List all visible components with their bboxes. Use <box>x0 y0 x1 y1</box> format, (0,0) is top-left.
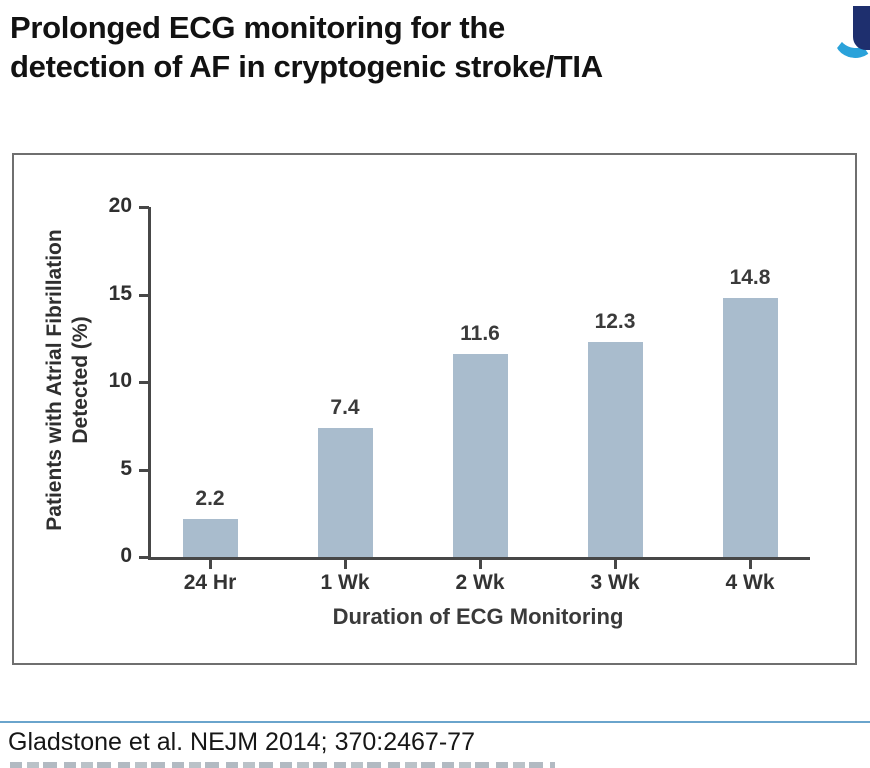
logo-bar-icon <box>853 6 870 50</box>
y-axis-line <box>148 207 151 560</box>
logo-mark <box>822 0 870 80</box>
bar <box>317 427 373 557</box>
bar-value-label: 7.4 <box>330 395 360 419</box>
y-tick-mark <box>139 381 149 384</box>
bar <box>182 518 238 557</box>
bar <box>722 298 778 557</box>
x-tick-mark <box>343 560 347 569</box>
citation-text: Gladstone et al. NEJM 2014; 370:2467-77 <box>8 728 475 756</box>
bar-value-label: 11.6 <box>460 322 500 345</box>
x-tick-mark <box>208 560 212 569</box>
x-tick-label: 4 Wk <box>725 571 775 594</box>
bar-value-label: 2.2 <box>195 486 225 510</box>
y-tick-label: 15 <box>108 281 132 305</box>
y-axis-label-line-1: Patients with Atrial Fibrillation <box>43 229 66 531</box>
x-tick-label: 1 Wk <box>320 571 370 594</box>
y-tick-mark <box>139 556 149 559</box>
page-title: Prolonged ECG monitoring for the detecti… <box>10 8 730 86</box>
x-tick-mark <box>748 560 752 569</box>
x-tick-mark <box>613 560 617 569</box>
x-axis-title: Duration of ECG Monitoring <box>332 604 624 629</box>
y-tick-label: 5 <box>120 456 132 480</box>
bar-value-label: 14.8 <box>729 266 771 289</box>
clipped-text-remnant <box>10 762 555 768</box>
x-tick-label: 3 Wk <box>590 571 640 594</box>
chart-figure: Patients with Atrial Fibrillation Detect… <box>12 153 857 665</box>
y-tick-mark <box>139 206 149 209</box>
x-tick-mark <box>478 560 482 569</box>
footer-divider <box>0 721 870 723</box>
y-tick-label: 0 <box>120 544 132 567</box>
y-tick-mark <box>139 293 149 297</box>
page-title-line-1: Prolonged ECG monitoring for the <box>10 10 505 45</box>
y-tick-label: 20 <box>108 194 132 217</box>
plot-area: 2.2 7.4 11.6 12.3 14.8 <box>148 207 808 557</box>
chart-plot-container: Patients with Atrial Fibrillation Detect… <box>14 155 855 663</box>
x-axis-line <box>148 557 810 560</box>
y-tick-label: 10 <box>108 369 132 392</box>
bar <box>452 354 508 557</box>
page-title-line-2: detection of AF in cryptogenic stroke/TI… <box>10 49 603 84</box>
bar <box>587 341 643 557</box>
x-tick-label: 2 Wk <box>455 571 505 594</box>
bar-value-label: 12.3 <box>594 309 636 333</box>
x-tick-label: 24 Hr <box>183 571 237 594</box>
y-tick-mark <box>139 468 149 472</box>
